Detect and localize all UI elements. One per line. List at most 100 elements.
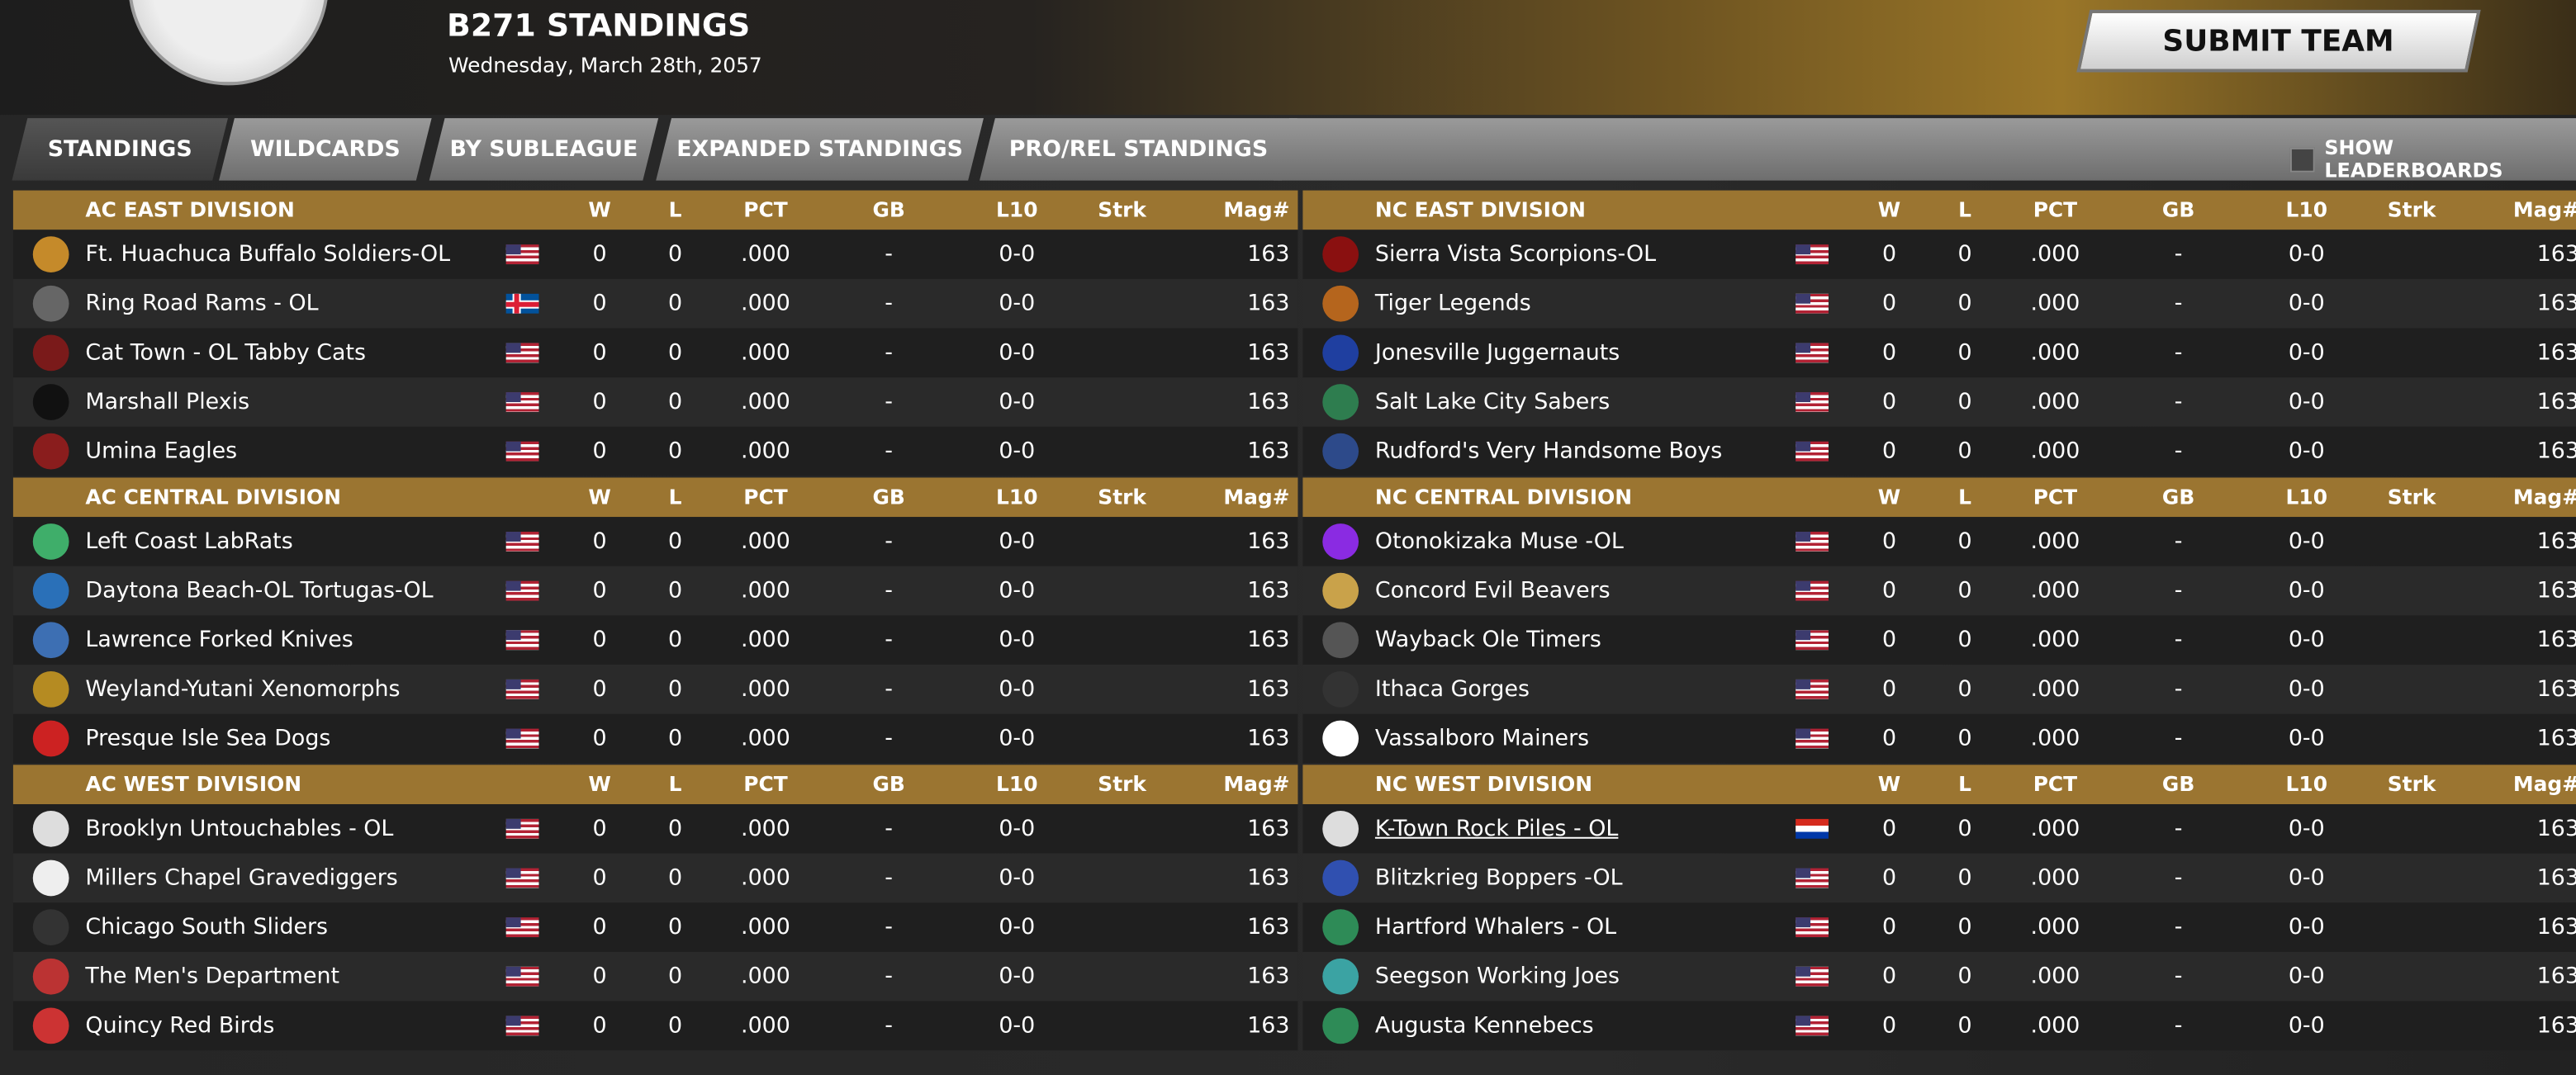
team-row[interactable]: Marshall Plexis 0 0 .000 - 0-0 163 [12, 377, 1298, 427]
team-row[interactable]: Cat Town - OL Tabby Cats 0 0 .000 - 0-0 163 [12, 328, 1298, 378]
team-row[interactable]: Lawrence Forked Knives 0 0 .000 - 0-0 163 [12, 615, 1298, 665]
team-name[interactable]: The Men's Department [85, 963, 340, 990]
stat: 0-0 [999, 864, 1036, 892]
team-row[interactable]: Left Coast LabRats 0 0 .000 - 0-0 163 [12, 517, 1298, 566]
stat: 163 [1247, 864, 1290, 892]
stat: 0 [1957, 914, 1972, 941]
stat: 0 [1881, 339, 1897, 367]
team-row[interactable]: K-Town Rock Piles - OL 0 0 .000 - 0-0 163 [1302, 804, 2576, 854]
stat: .000 [2030, 389, 2080, 415]
team-row[interactable]: Sierra Vista Scorpions-OL 0 0 .000 - 0-0 163 [1302, 230, 2576, 279]
team-row[interactable]: Tiger Legends 0 0 .000 - 0-0 163 [1302, 278, 2576, 329]
team-row[interactable]: Rudford's Very Handsome Boys 0 0 .000 - 0-0 16… [1302, 426, 2576, 476]
team-name[interactable]: Cat Town - OL Tabby Cats [85, 339, 367, 367]
stat: .000 [741, 914, 790, 941]
team-name[interactable]: Ring Road Rams - OL [85, 290, 319, 317]
team-row[interactable]: Salt Lake City Sabers 0 0 .000 - 0-0 163 [1302, 377, 2576, 427]
team-name[interactable]: Lawrence Forked Knives [85, 627, 353, 654]
team-name[interactable]: Rudford's Very Handsome Boys [1374, 438, 1723, 465]
team-name[interactable]: Blitzkrieg Boppers -OL [1374, 864, 1623, 892]
column-header: W [1877, 197, 1901, 222]
team-name[interactable]: Hartford Whalers - OL [1374, 914, 1617, 941]
tab[interactable]: EXPANDED STANDINGS [656, 118, 984, 181]
tab[interactable]: WILDCARDS [219, 118, 432, 181]
team-row[interactable]: Ft. Huachuca Buffalo Soldiers-OL 0 0 .000 - 0… [12, 230, 1298, 279]
team-name[interactable]: Salt Lake City Sabers [1374, 389, 1611, 415]
team-name[interactable]: Left Coast LabRats [85, 528, 293, 555]
tab[interactable]: STANDINGS [12, 118, 228, 181]
team-row[interactable]: Brooklyn Untouchables - OL 0 0 .000 - 0-0 163 [12, 804, 1298, 854]
team-row[interactable]: Weyland-Yutani Xenomorphs 0 0 .000 - 0-0 163 [12, 665, 1298, 714]
team-name[interactable]: Chicago South Sliders [85, 914, 329, 941]
team-row[interactable]: Blitzkrieg Boppers -OL 0 0 .000 - 0-0 163 [1302, 853, 2576, 903]
team-name[interactable]: Tiger Legends [1374, 290, 1531, 317]
team-row[interactable]: Seegson Working Joes 0 0 .000 - 0-0 163 [1302, 951, 2576, 1002]
stat: - [885, 864, 893, 892]
column-header: L [668, 197, 682, 222]
column-header: W [1877, 771, 1901, 797]
stat: .000 [741, 241, 790, 268]
team-name[interactable]: Presque Isle Sea Dogs [85, 725, 331, 752]
team-row[interactable]: Quincy Red Birds 0 0 .000 - 0-0 163 [12, 1001, 1298, 1051]
team-row[interactable]: Hartford Whalers - OL 0 0 .000 - 0-0 163 [1302, 902, 2576, 952]
stat: 0 [667, 675, 683, 703]
team-row[interactable]: Jonesville Juggernauts 0 0 .000 - 0-0 163 [1302, 328, 2576, 378]
team-name[interactable]: Brooklyn Untouchables - OL [85, 815, 394, 842]
team-logo [32, 958, 69, 995]
team-row[interactable]: Ithaca Gorges 0 0 .000 - 0-0 163 [1302, 665, 2576, 714]
team-name[interactable]: Jonesville Juggernauts [1374, 339, 1620, 367]
team-name[interactable]: Weyland-Yutani Xenomorphs [85, 675, 401, 703]
team-name[interactable]: Quincy Red Birds [85, 1012, 275, 1039]
flag [1796, 679, 1829, 699]
team-name[interactable]: Millers Chapel Gravediggers [85, 864, 398, 892]
stat: 0 [1881, 389, 1897, 415]
flag [1796, 580, 1829, 601]
team-name[interactable]: K-Town Rock Piles - OL [1374, 815, 1619, 842]
team-row[interactable]: The Men's Department 0 0 .000 - 0-0 163 [12, 951, 1298, 1002]
flag [505, 244, 539, 265]
team-row[interactable]: Umina Eagles 0 0 .000 - 0-0 163 [12, 426, 1298, 476]
team-name[interactable]: Seegson Working Joes [1374, 963, 1620, 990]
team-logo [1322, 572, 1359, 609]
team-name[interactable]: Sierra Vista Scorpions-OL [1374, 241, 1657, 268]
column-header: GB [2161, 771, 2195, 797]
team-name[interactable]: Daytona Beach-OL Tortugas-OL [85, 577, 434, 604]
checkbox-label: SHOW LEADERBOARDS [2324, 135, 2503, 182]
team-row[interactable]: Vassalboro Mainers 0 0 .000 - 0-0 163 [1302, 713, 2576, 764]
team-row[interactable]: Chicago South Sliders 0 0 .000 - 0-0 163 [12, 902, 1298, 952]
checkbox[interactable] [2289, 146, 2315, 172]
team-row[interactable]: Millers Chapel Gravediggers 0 0 .000 - 0-0 163 [12, 853, 1298, 903]
tab[interactable]: PRO/REL STANDINGS [980, 118, 1297, 181]
team-name[interactable]: Otonokizaka Muse -OL [1374, 528, 1624, 555]
team-name[interactable]: Umina Eagles [85, 438, 238, 465]
team-name[interactable]: Vassalboro Mainers [1374, 725, 1590, 752]
team-name[interactable]: Ithaca Gorges [1374, 675, 1530, 703]
team-logo [1322, 1007, 1359, 1044]
team-name[interactable]: Concord Evil Beavers [1374, 577, 1611, 604]
team-row[interactable]: Presque Isle Sea Dogs 0 0 .000 - 0-0 163 [12, 713, 1298, 764]
team-row[interactable]: Otonokizaka Muse -OL 0 0 .000 - 0-0 163 [1302, 517, 2576, 566]
column-header: Mag# [1223, 771, 1290, 797]
team-name[interactable]: Wayback Ole Timers [1374, 627, 1601, 654]
show-leaderboards[interactable]: SHOW LEADERBOARDS [2289, 135, 2576, 182]
page-title: B271 STANDINGS [447, 7, 751, 45]
stat: 0 [667, 864, 683, 892]
submit-button[interactable]: SUBMIT TEAM [2076, 9, 2481, 73]
team-row[interactable]: Augusta Kennebecs 0 0 .000 - 0-0 163 [1302, 1001, 2576, 1051]
team-row[interactable]: Ring Road Rams - OL 0 0 .000 - 0-0 163 [12, 278, 1298, 329]
team-row[interactable]: Wayback Ole Timers 0 0 .000 - 0-0 163 [1302, 615, 2576, 665]
team-row[interactable]: Concord Evil Beavers 0 0 .000 - 0-0 163 [1302, 566, 2576, 616]
flag [1796, 293, 1829, 314]
column-header: L [1958, 484, 1971, 509]
team-name[interactable]: Ft. Huachuca Buffalo Soldiers-OL [85, 241, 451, 268]
column-header: Strk [1098, 484, 1146, 509]
column-header: Strk [1098, 197, 1146, 222]
stat: 0-0 [999, 389, 1036, 415]
team-name[interactable]: Augusta Kennebecs [1374, 1012, 1594, 1039]
team-row[interactable]: Daytona Beach-OL Tortugas-OL 0 0 .000 - 0-0 16… [12, 566, 1298, 616]
stat: 0 [592, 389, 607, 415]
tab[interactable]: BY SUBLEAGUE [429, 118, 659, 181]
team-name[interactable]: Marshall Plexis [85, 389, 250, 415]
stat: .000 [741, 675, 790, 703]
flag [1796, 532, 1829, 552]
